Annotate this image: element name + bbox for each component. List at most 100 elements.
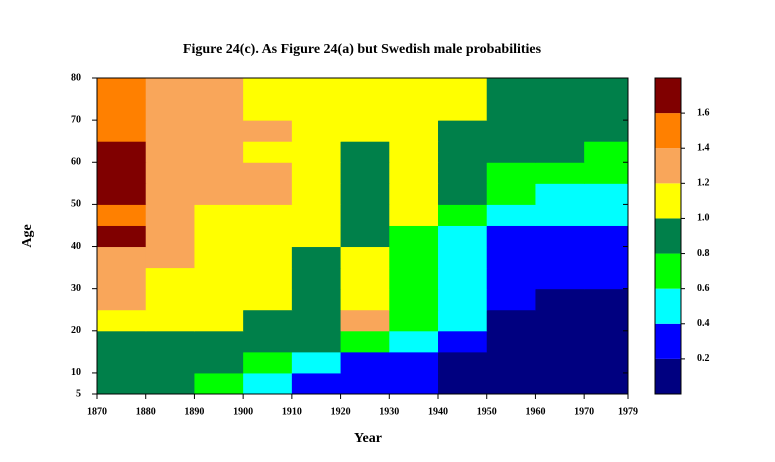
heat-cell: [291, 267, 342, 290]
colorbar-swatch: [655, 218, 681, 254]
heat-cell: [389, 225, 439, 248]
heat-cell: [584, 204, 629, 226]
heat-cell: [243, 162, 293, 184]
heat-cell: [438, 183, 488, 205]
heat-cell: [584, 99, 629, 121]
heat-cell: [340, 267, 390, 290]
heat-cell: [486, 120, 536, 142]
heat-cell: [535, 141, 585, 163]
heat-cell: [389, 309, 439, 332]
heat-cell: [340, 183, 390, 205]
colorbar-swatch: [655, 288, 681, 324]
heat-cell: [584, 225, 629, 248]
heat-cell: [194, 204, 244, 226]
heat-cell: [145, 204, 195, 226]
heat-cell: [584, 78, 629, 100]
heat-cell: [438, 372, 488, 395]
x-tick-label: 1900: [233, 406, 253, 417]
heat-cell: [145, 225, 195, 248]
heat-cell: [438, 78, 488, 100]
heat-cell: [194, 330, 244, 353]
chart-title: Figure 24(c). As Figure 24(a) but Swedis…: [183, 42, 542, 57]
heat-cell: [584, 351, 629, 374]
colorbar-tick-label: 0.6: [697, 283, 710, 294]
heat-cell: [486, 372, 536, 395]
heat-cell: [486, 246, 536, 269]
heat-cell: [389, 183, 439, 205]
colorbar-tick-label: 0.2: [697, 353, 710, 364]
heat-cell: [486, 204, 536, 226]
heat-cell: [340, 288, 390, 311]
heat-cell: [584, 330, 629, 353]
heat-cell: [438, 141, 488, 163]
heat-cell: [194, 246, 244, 269]
heat-cell: [97, 225, 147, 248]
x-tick-label: 1910: [282, 406, 302, 417]
heat-cell: [584, 183, 629, 205]
heat-cell: [535, 246, 585, 269]
colorbar-tick-label: 1.2: [697, 178, 710, 189]
heat-cell: [486, 267, 536, 290]
heat-cell: [535, 78, 585, 100]
heat-cell: [389, 246, 439, 269]
heat-cell: [535, 183, 585, 205]
heat-cell: [340, 120, 390, 142]
y-tick-label: 30: [71, 283, 81, 294]
x-tick-label: 1890: [184, 406, 204, 417]
heat-cell: [486, 183, 536, 205]
heat-cell: [145, 99, 195, 121]
colorbar-swatch: [655, 78, 681, 114]
heat-cell: [243, 330, 293, 353]
heat-cell: [97, 330, 147, 353]
heat-cell: [389, 78, 439, 100]
heat-cell: [340, 141, 390, 163]
x-tick-label: 1940: [428, 406, 448, 417]
heat-cell: [145, 330, 195, 353]
heat-cell: [389, 204, 439, 226]
heat-cell: [291, 372, 342, 395]
heat-cell: [194, 309, 244, 332]
heat-cell: [389, 288, 439, 311]
heat-cell: [97, 246, 147, 269]
heat-cell: [97, 288, 147, 311]
heat-cell: [291, 309, 342, 332]
heat-cell: [389, 99, 439, 121]
heat-cell: [486, 309, 536, 332]
y-tick-label: 5: [76, 388, 81, 399]
heat-cell: [97, 351, 147, 374]
y-axis-label: Age: [20, 224, 35, 247]
heat-cell: [194, 120, 244, 142]
colorbar-tick-label: 0.8: [697, 248, 710, 259]
heat-cell: [291, 141, 342, 163]
heat-cell: [340, 372, 390, 395]
heat-cell: [291, 78, 342, 100]
heat-cell: [389, 351, 439, 374]
heat-cell: [438, 267, 488, 290]
heat-cell: [194, 288, 244, 311]
heat-cell: [97, 372, 147, 395]
colorbar-swatch: [655, 113, 681, 149]
x-tick-label: 1970: [574, 406, 594, 417]
heat-cell: [340, 162, 390, 184]
heat-cell: [584, 372, 629, 395]
heat-cell: [243, 372, 293, 395]
x-tick-label: 1979: [618, 406, 638, 417]
heat-cell: [438, 120, 488, 142]
heat-cell: [535, 309, 585, 332]
y-tick-label: 80: [71, 72, 81, 83]
heat-cell: [145, 78, 195, 100]
heat-cell: [535, 99, 585, 121]
heat-cell: [291, 246, 342, 269]
colorbar-swatch: [655, 323, 681, 359]
heat-cell: [584, 141, 629, 163]
heat-cell: [486, 351, 536, 374]
heat-cell: [438, 162, 488, 184]
heat-cell: [291, 288, 342, 311]
heat-cell: [438, 225, 488, 248]
heat-cell: [97, 99, 147, 121]
heat-cell: [340, 225, 390, 248]
heat-cell: [535, 330, 585, 353]
heat-cell: [291, 120, 342, 142]
heat-cell: [340, 204, 390, 226]
